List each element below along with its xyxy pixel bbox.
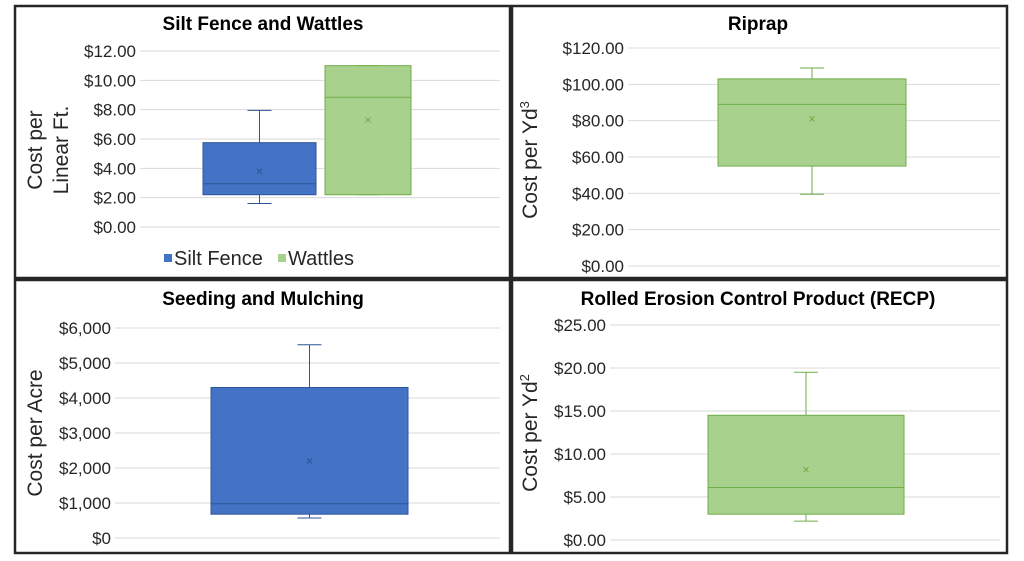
y-tick-label: $1,000 <box>59 494 111 513</box>
panel-riprap: Riprap $0.00 $20.00 $40.00 $60.00 $80.00 $100… <box>517 14 1000 276</box>
y-tick-label: $4,000 <box>59 389 111 408</box>
y-tick-label: $2,000 <box>59 459 111 478</box>
panel-silt-fence-wattles: Silt Fence and Wattles $0.00 $2.00 $4.00 $6… <box>24 14 500 270</box>
y-tick-label: $4.00 <box>93 159 136 178</box>
y-tick-label: $20.00 <box>554 359 606 378</box>
y-tick-label: $20.00 <box>572 221 624 240</box>
panel-border-silt-fence-wattles <box>13 4 512 280</box>
y-tick-label: $5.00 <box>563 488 606 507</box>
mean-marker <box>803 466 809 473</box>
y-axis-label-text: Cost per Yd <box>519 108 542 219</box>
panel-border-recp <box>510 278 1009 555</box>
y-tick-label: $2.00 <box>93 189 136 208</box>
y-tick-label: $0.00 <box>93 218 136 237</box>
legend-swatch-silt-fence <box>164 254 172 262</box>
panel-recp: Rolled Erosion Control Product (RECP) $0… <box>517 289 1000 550</box>
box-iqr <box>210 387 409 515</box>
chart-title: Riprap <box>728 14 788 35</box>
y-tick-label: $0.00 <box>581 257 624 276</box>
mean-marker <box>365 117 371 123</box>
mean-marker <box>256 168 263 175</box>
y-axis-label: Cost per Acre <box>24 369 47 496</box>
y-tick-label: $0.00 <box>563 531 606 550</box>
y-axis-label-superscript: 2 <box>517 374 532 381</box>
y-tick-label: $8.00 <box>93 101 136 120</box>
y-tick-label: $25.00 <box>554 316 606 335</box>
y-tick-label: $80.00 <box>572 112 624 131</box>
y-tick-label: $6,000 <box>59 319 111 338</box>
y-tick-label: $40.00 <box>572 184 624 203</box>
legend-swatch-wattles <box>278 254 286 262</box>
y-tick-label: $100.00 <box>563 75 624 94</box>
legend: Silt Fence Wattles <box>164 248 354 270</box>
y-tick-label: $10.00 <box>84 71 136 90</box>
y-axis-label: Cost per Yd2 <box>517 374 542 492</box>
box-iqr <box>324 65 412 196</box>
chart-title: Seeding and Mulching <box>162 289 364 310</box>
y-tick-label: $0 <box>92 529 111 548</box>
y-axis-label-line-1: Cost per <box>24 110 47 189</box>
y-axis-label-text: Cost per Yd <box>519 381 542 492</box>
y-tick-label: $3,000 <box>59 424 111 443</box>
y-axis-label-line-2: Linear Ft. <box>50 106 73 195</box>
y-tick-label: $120.00 <box>563 39 624 58</box>
panel-border-riprap <box>510 4 1009 280</box>
box-iqr <box>717 78 907 167</box>
chart-title: Silt Fence and Wattles <box>163 14 364 35</box>
y-tick-label: $5,000 <box>59 354 111 373</box>
panel-border-seeding-mulching <box>13 278 512 555</box>
mean-marker <box>809 115 815 122</box>
mean-marker <box>306 458 313 464</box>
y-tick-label: $10.00 <box>554 445 606 464</box>
y-axis-label-superscript: 3 <box>517 101 532 108</box>
y-tick-label: $60.00 <box>572 148 624 167</box>
panel-seeding-mulching: Seeding and Mulching $0 $1,000 $2,000 $3,00… <box>24 289 500 548</box>
legend-label-silt-fence: Silt Fence <box>174 248 263 270</box>
box-iqr <box>202 142 317 196</box>
y-tick-label: $6.00 <box>93 130 136 149</box>
chart-title: Rolled Erosion Control Product (RECP) <box>581 289 936 310</box>
y-tick-label: $15.00 <box>554 402 606 421</box>
legend-label-wattles: Wattles <box>288 248 354 270</box>
y-tick-label: $12.00 <box>84 42 136 61</box>
box-iqr <box>707 414 905 515</box>
y-axis-label: Cost per Yd3 <box>517 101 542 219</box>
